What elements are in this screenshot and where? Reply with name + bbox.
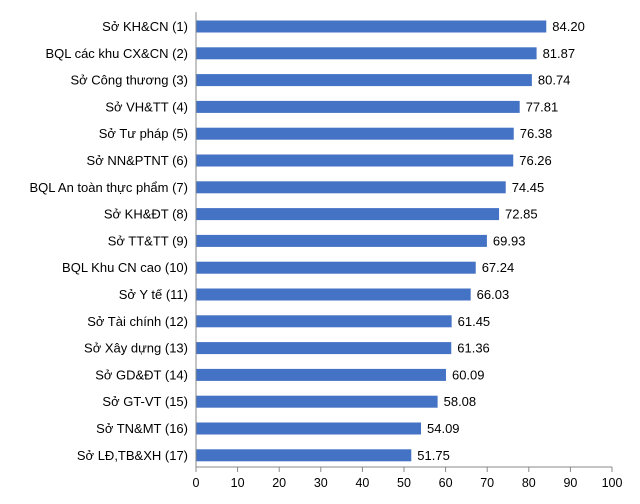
category-label: Sở TN&MT (16) xyxy=(96,421,188,436)
category-label: Sở LĐ,TB&XH (17) xyxy=(77,448,188,463)
x-tick-label: 0 xyxy=(193,476,200,490)
value-label: 77.81 xyxy=(526,99,559,114)
value-label: 69.93 xyxy=(493,233,526,248)
bar xyxy=(196,154,514,167)
x-tick-label: 60 xyxy=(439,476,453,490)
bar xyxy=(196,100,520,113)
category-label: Sở Y tế (11) xyxy=(119,287,188,302)
x-tick-label: 80 xyxy=(522,476,536,490)
x-tick-label: 10 xyxy=(231,476,245,490)
bar xyxy=(196,74,532,87)
x-tick-label: 50 xyxy=(397,476,411,490)
bar xyxy=(196,181,506,194)
bars-group xyxy=(196,20,547,462)
category-label: Sở GD&ĐT (14) xyxy=(95,367,188,382)
bar xyxy=(196,234,487,247)
bar xyxy=(196,315,452,328)
value-label: 58.08 xyxy=(444,394,477,409)
category-label: Sở VH&TT (4) xyxy=(105,99,188,114)
category-label: Sở TT&TT (9) xyxy=(108,233,188,248)
bar xyxy=(196,342,452,355)
bar xyxy=(196,127,514,140)
value-label: 76.26 xyxy=(519,153,552,168)
bar xyxy=(196,368,446,381)
x-tick-label: 90 xyxy=(563,476,577,490)
value-label: 72.85 xyxy=(505,207,538,222)
category-label: Sở Tài chính (12) xyxy=(87,314,188,329)
value-label: 66.03 xyxy=(477,287,510,302)
bar xyxy=(196,288,471,301)
category-label: BQL các khu CX&CN (2) xyxy=(45,46,188,61)
category-label: BQL Khu CN cao (10) xyxy=(62,260,188,275)
value-label: 54.09 xyxy=(427,421,460,436)
x-tick-label: 20 xyxy=(272,476,286,490)
value-label: 60.09 xyxy=(452,367,485,382)
category-label: Sở NN&PTNT (6) xyxy=(87,153,188,168)
value-label: 61.36 xyxy=(457,341,490,356)
bar xyxy=(196,47,537,60)
value-label: 67.24 xyxy=(482,260,515,275)
value-label: 61.45 xyxy=(458,314,491,329)
value-label: 84.20 xyxy=(552,19,585,34)
value-label: 74.45 xyxy=(512,180,545,195)
category-labels: Sở KH&CN (1) BQL các khu CX&CN (2) Sở Công… xyxy=(29,19,188,463)
value-labels: 84.20 81.87 80.74 77.81 76.38 76.26 74.45 72.85… xyxy=(417,19,585,463)
bar xyxy=(196,261,476,274)
x-tick-label: 100 xyxy=(602,476,623,490)
value-label: 81.87 xyxy=(543,46,576,61)
category-label: Sở KH&CN (1) xyxy=(102,19,188,34)
bar xyxy=(196,208,500,221)
value-label: 51.75 xyxy=(417,448,450,463)
category-label: Sở Công thương (3) xyxy=(70,73,188,88)
x-axis: 0 10 20 30 40 50 60 70 80 90 100 xyxy=(193,12,623,490)
category-label: Sở Xây dựng (13) xyxy=(84,341,188,356)
x-tick-label: 40 xyxy=(355,476,369,490)
bar xyxy=(196,20,547,33)
value-label: 76.38 xyxy=(520,126,553,141)
bar xyxy=(196,449,412,462)
category-label: Sở GT-VT (15) xyxy=(102,394,188,409)
x-tick-label: 30 xyxy=(314,476,328,490)
bar xyxy=(196,395,438,408)
value-label: 80.74 xyxy=(538,73,571,88)
category-label: Sở KH&ĐT (8) xyxy=(104,207,188,222)
category-label: Sở Tư pháp (5) xyxy=(99,126,188,141)
bar xyxy=(196,422,422,435)
category-label: BQL An toàn thực phẩm (7) xyxy=(29,180,188,195)
x-tick-label: 70 xyxy=(480,476,494,490)
